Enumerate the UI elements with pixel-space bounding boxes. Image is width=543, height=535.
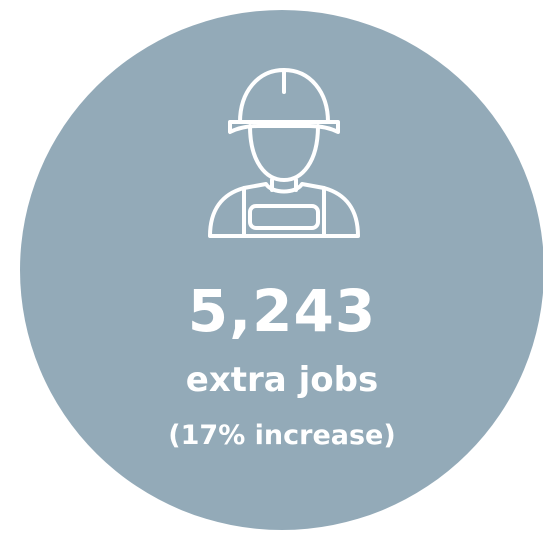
stat-value: 5,243 <box>187 277 377 345</box>
stat-label: extra jobs <box>185 360 379 400</box>
construction-worker-icon <box>208 68 360 238</box>
stat-circle <box>20 10 543 530</box>
stat-detail: (17% increase) <box>168 420 396 451</box>
